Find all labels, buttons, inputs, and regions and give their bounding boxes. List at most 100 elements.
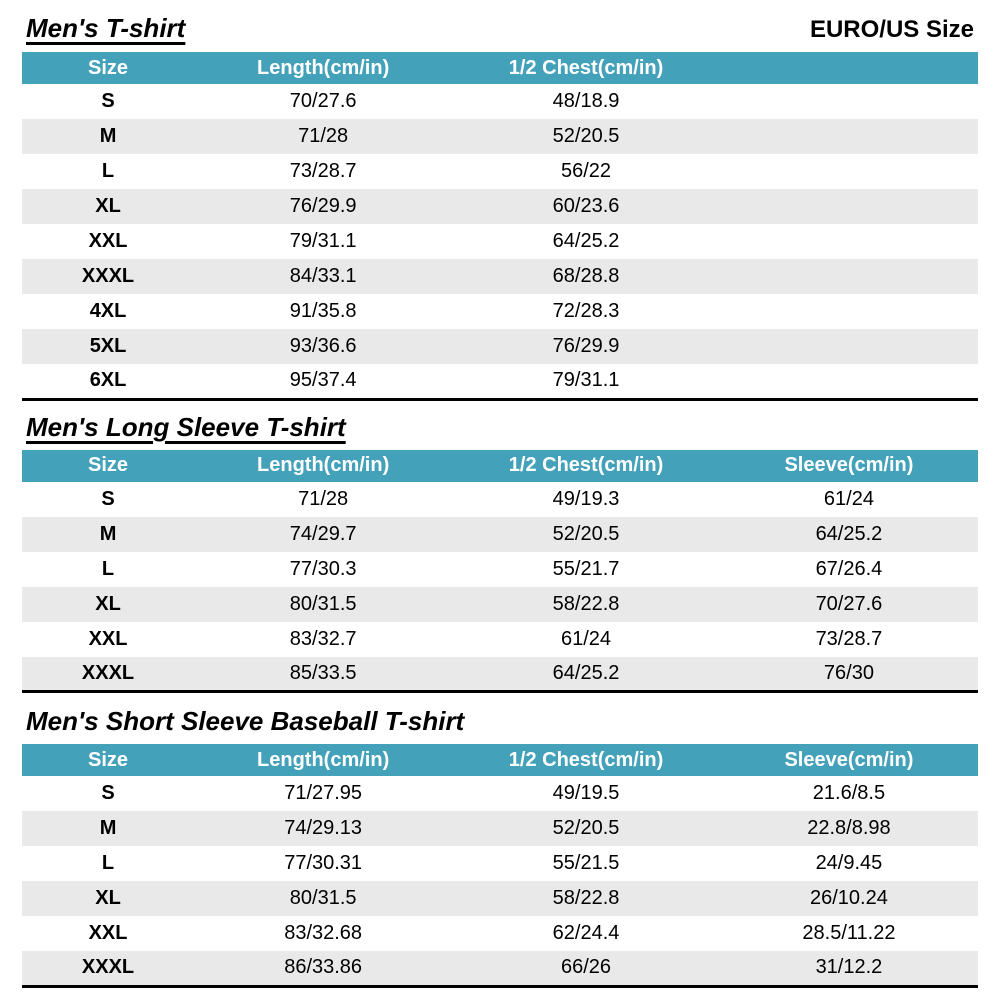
table-row: 4XL 91/35.8 72/28.3 — [22, 294, 978, 329]
table-row: M 74/29.7 52/20.5 64/25.2 — [22, 516, 978, 552]
value-cell: 86/33.86 — [194, 951, 453, 986]
value-cell: 77/30.31 — [284, 852, 363, 874]
value-cell: 67/26.4 — [815, 557, 883, 580]
size-cell: 6XL — [89, 369, 127, 392]
value-cell: 24/9.45 — [815, 852, 883, 874]
value-cell: 56/22 — [560, 160, 612, 182]
column-header: Size — [22, 449, 195, 482]
value-cell: 55/21.5 — [552, 852, 620, 874]
value-cell: 91/35.8 — [289, 300, 357, 322]
header-row: Size Length(cm/in) 1/2 Chest(cm/in) — [22, 52, 978, 84]
table-row: XL 76/29.9 60/23.6 — [22, 189, 978, 224]
value-cell: 71/28 — [298, 487, 349, 510]
column-header: Length(cm/in) — [194, 744, 453, 776]
value-cell: 52/20.5 — [452, 119, 720, 154]
size-cell: S — [101, 487, 115, 510]
header-row: Size Length(cm/in) 1/2 Chest(cm/in) Sleeve(… — [22, 449, 978, 482]
euro-us-size-label: EURO/US Size — [809, 16, 974, 43]
value-cell: 73/28.7 — [289, 160, 357, 182]
size-cell: XXL — [88, 230, 128, 252]
mens-short-sleeve-baseball-tshirt-table: Size Length(cm/in) 1/2 Chest(cm/in) Sleeve(… — [22, 744, 978, 988]
column-header: Length(cm/in) — [194, 449, 453, 482]
column-header: 1/2 Chest(cm/in) — [452, 744, 720, 776]
size-cell: 4XL — [89, 300, 127, 322]
value-cell — [719, 329, 978, 364]
column-header: 1/2 Chest(cm/in) — [452, 52, 720, 84]
column-header: Sleeve(cm/in) — [719, 449, 978, 482]
table-row: XXL 83/32.68 62/24.4 28.5/11.22 — [22, 916, 978, 951]
section-title-mens-tshirt: Men's T-shirt — [26, 13, 186, 43]
sheet-header: Men's T-shirt EURO/US Size — [22, 12, 978, 45]
table-row: 6XL 95/37.4 79/31.1 — [22, 364, 978, 399]
mens-long-sleeve-tshirt-table: Size Length(cm/in) 1/2 Chest(cm/in) Sleeve(… — [22, 449, 978, 693]
value-cell: 61/24 — [560, 627, 612, 650]
value-cell: 60/23.6 — [452, 189, 720, 224]
value-cell — [719, 259, 978, 294]
value-cell: 70/27.6 — [289, 90, 357, 112]
column-header: Length(cm/in) — [194, 52, 453, 84]
value-cell: 28.5/11.22 — [802, 922, 896, 944]
size-cell: M — [22, 516, 195, 552]
table-row: S 71/28 49/19.3 61/24 — [22, 482, 978, 517]
value-cell: 62/24.4 — [552, 922, 620, 944]
value-cell: 22.8/8.98 — [719, 811, 978, 846]
table-row: L 73/28.7 56/22 — [22, 154, 978, 189]
column-header: Sleeve(cm/in) — [719, 744, 978, 776]
value-cell: 49/19.3 — [552, 487, 620, 510]
value-cell: 26/10.24 — [719, 881, 978, 916]
value-cell — [719, 119, 978, 154]
size-cell: XL — [22, 881, 195, 916]
value-cell: 55/21.7 — [552, 557, 620, 580]
table-row: S 70/27.6 48/18.9 — [22, 84, 978, 119]
value-cell: 71/27.95 — [284, 782, 363, 804]
table-row: 5XL 93/36.6 76/29.9 — [22, 329, 978, 364]
value-cell: 83/32.68 — [284, 922, 363, 944]
table-row: XXL 79/31.1 64/25.2 — [22, 224, 978, 259]
value-cell: 76/29.9 — [452, 329, 720, 364]
size-cell: XXXL — [22, 951, 195, 986]
header-row: Size Length(cm/in) 1/2 Chest(cm/in) Sleeve(… — [22, 744, 978, 776]
value-cell: 73/28.7 — [815, 627, 883, 650]
value-cell — [720, 84, 978, 119]
size-cell: XXL — [88, 627, 128, 650]
table-row: XXL 83/32.7 61/24 73/28.7 — [22, 622, 978, 657]
value-cell: 80/31.5 — [194, 586, 453, 622]
value-cell: 58/22.8 — [452, 586, 720, 622]
table-row: M 71/28 52/20.5 — [22, 119, 978, 154]
table-row: S 71/27.95 49/19.5 21.6/8.5 — [22, 776, 978, 811]
size-cell: L — [101, 852, 115, 874]
value-cell: 71/28 — [194, 119, 453, 154]
value-cell: 80/31.5 — [194, 881, 453, 916]
value-cell: 85/33.5 — [194, 656, 453, 692]
size-cell: XXXL — [22, 259, 195, 294]
mens-tshirt-table: Size Length(cm/in) 1/2 Chest(cm/in) S 70/27.… — [22, 52, 978, 401]
value-cell: 52/20.5 — [452, 516, 720, 552]
table-row: L 77/30.31 55/21.5 24/9.45 — [22, 846, 978, 881]
value-cell — [720, 364, 978, 399]
value-cell: 21.6/8.5 — [812, 782, 886, 804]
column-header: 1/2 Chest(cm/in) — [452, 449, 720, 482]
table-row: XL 80/31.5 58/22.8 26/10.24 — [22, 881, 978, 916]
value-cell — [720, 294, 978, 329]
size-cell: M — [22, 119, 195, 154]
value-cell: 76/29.9 — [194, 189, 453, 224]
value-cell: 84/33.1 — [194, 259, 453, 294]
table-row: XXXL 86/33.86 66/26 31/12.2 — [22, 951, 978, 986]
size-cell: XXL — [88, 922, 128, 944]
value-cell: 79/31.1 — [552, 369, 620, 392]
value-cell: 83/32.7 — [289, 627, 357, 650]
value-cell: 64/25.2 — [552, 230, 620, 252]
value-cell: 64/25.2 — [719, 516, 978, 552]
value-cell: 79/31.1 — [289, 230, 357, 252]
column-header — [719, 52, 978, 84]
value-cell — [720, 154, 978, 189]
section-title-mens-long-sleeve-tshirt: Men's Long Sleeve T-shirt — [26, 411, 346, 442]
table-row: XXXL 85/33.5 64/25.2 76/30 — [22, 656, 978, 692]
size-cell: L — [101, 160, 115, 182]
value-cell: 31/12.2 — [719, 951, 978, 986]
value-cell: 77/30.3 — [289, 557, 357, 580]
value-cell: 58/22.8 — [452, 881, 720, 916]
value-cell: 74/29.13 — [194, 811, 453, 846]
value-cell: 95/37.4 — [289, 369, 357, 392]
